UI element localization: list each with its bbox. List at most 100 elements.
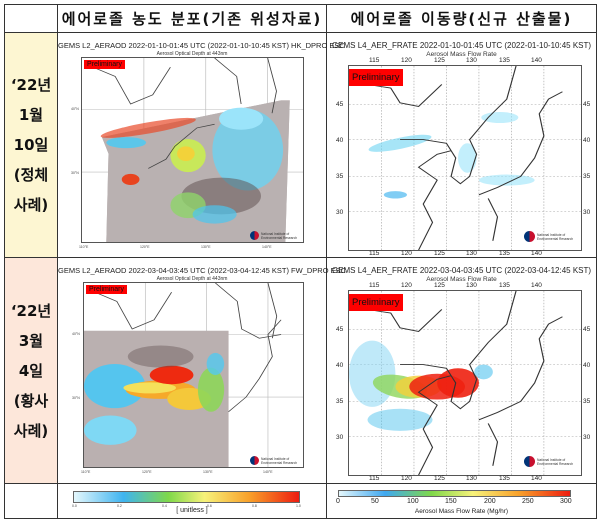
lon-tick: 115 (369, 282, 380, 290)
lat-tick: 30 (583, 209, 591, 217)
label-line: 4일 (18, 361, 44, 380)
lon-tick: 120 (401, 250, 412, 258)
colorbar-tick: 0.0 (72, 503, 77, 508)
lon-tick: 135 (499, 250, 510, 258)
colorbar-tick: 0 (336, 497, 340, 505)
lon-tick: 140°E (262, 245, 272, 250)
flow-map-mar04: Preliminary National Institute of Enviro… (348, 290, 582, 477)
lat-tick: 35 (583, 398, 591, 406)
lat-tick: 40 (583, 362, 591, 370)
lon-tick: 120 (401, 57, 412, 65)
logo-text: National Institute of Environmental Rese… (537, 457, 574, 466)
label-line: (정체 (13, 166, 49, 185)
nier-logo: National Institute of Environmental Rese… (524, 456, 577, 468)
aod-map-mar04: Preliminary National Institute of Enviro… (83, 282, 304, 469)
nier-logo: National Institute of Environmental Rese… (250, 456, 301, 466)
preliminary-badge: Preliminary (86, 285, 128, 295)
colorbar-label: Aerosol Mass Flow Rate (Mg/hr) (414, 507, 509, 515)
lon-tick: 135 (499, 282, 510, 290)
lat-tick: 30 (336, 209, 344, 217)
lat-tick: 35 (336, 173, 344, 181)
lon-tick: 130 (466, 282, 477, 290)
case-label-mar04: ‘22년 3월 4일 (황사 사례) (4, 257, 58, 484)
lon-tick: 110°E (81, 470, 91, 475)
map-title: GEMS L2_AERAOD 2022-03-04-03:45 UTC (202… (58, 266, 347, 276)
lat-tick: 30°N (71, 171, 79, 176)
lon-tick: 120 (401, 475, 412, 483)
lat-tick: 45 (583, 101, 591, 109)
preliminary-badge: Preliminary (349, 69, 403, 87)
lat-tick: 40°N (72, 332, 80, 337)
colorbar-tick: 200 (484, 497, 496, 505)
logo-text: National Institute of Environmental Rese… (261, 231, 298, 240)
lat-tick: 45 (336, 326, 344, 334)
comparison-table: 에어로졸 농도 분포(기존 위성자료) 에어로졸 이동량(신규 산출물) ‘22… (4, 3, 597, 520)
lon-tick: 140 (531, 57, 542, 65)
lat-tick: 45 (336, 101, 344, 109)
header-aerosol-concentration: 에어로졸 농도 분포(기존 위성자료) (57, 3, 327, 34)
map-title: GEMS L2_AERAOD 2022-01-10-01:45 UTC (202… (58, 41, 345, 51)
nier-emblem-icon (524, 456, 535, 468)
lat-tick: 40 (583, 137, 591, 145)
flow-map-cell-jan10: GEMS L4_AER_FRATE 2022-01-10-01:45 UTC (… (326, 32, 597, 259)
lat-tick: 30 (583, 434, 591, 442)
aod-map-graphic (82, 58, 303, 243)
lon-tick: 130°E (203, 470, 213, 475)
lon-tick: 110°E (79, 245, 89, 250)
map-subtitle: Aerosol Optical Depth at 443nm (156, 51, 228, 58)
lon-tick: 135 (499, 475, 510, 483)
lat-tick: 45 (583, 326, 591, 334)
lon-tick: 125 (434, 250, 445, 258)
label-line: 1월 (18, 106, 44, 125)
lon-tick: 115 (369, 250, 380, 258)
colorbar-empty (4, 482, 58, 520)
map-title: GEMS L4_AER_FRATE 2022-01-10-01:45 UTC (… (331, 41, 592, 51)
header-empty (4, 3, 58, 34)
nier-emblem-icon (524, 231, 535, 243)
map-subtitle: Aerosol Mass Flow Rate (426, 51, 497, 59)
colorbar-label: [ unitless ] (176, 506, 208, 514)
map-title: GEMS L4_AER_FRATE 2022-03-04-03:45 UTC (… (331, 266, 592, 276)
logo-text: National Institute of Environmental Rese… (537, 232, 574, 241)
colorbar-tick: 0.2 (117, 503, 122, 508)
map-subtitle: Aerosol Mass Flow Rate (426, 276, 497, 284)
label-line: 10일 (13, 136, 49, 155)
colorbar-tick: 50 (371, 497, 379, 505)
colorbar-tick: 100 (407, 497, 419, 505)
lat-tick: 30 (336, 434, 344, 442)
aod-map-cell-jan10: GEMS L2_AERAOD 2022-01-10-01:45 UTC (202… (57, 32, 345, 259)
lon-tick: 130 (466, 57, 477, 65)
lat-tick: 40 (336, 137, 344, 145)
nier-emblem-icon (250, 456, 259, 466)
lon-tick: 140 (531, 475, 542, 483)
lon-tick: 115 (369, 475, 380, 483)
lon-tick: 115 (369, 57, 380, 65)
lon-tick: 125 (434, 475, 445, 483)
header-aerosol-flow: 에어로졸 이동량(신규 산출물) (326, 3, 597, 34)
lat-tick: 35 (336, 398, 344, 406)
colorbar-tick: 150 (445, 497, 457, 505)
preliminary-badge: Preliminary (349, 294, 403, 312)
lon-tick: 130 (466, 250, 477, 258)
lon-tick: 120°E (140, 245, 150, 250)
colorbar-tick: 250 (522, 497, 534, 505)
colorbar-tick: 300 (560, 497, 572, 505)
logo-text: National Institute of Environmental Rese… (261, 456, 298, 465)
label-line: 사례) (13, 196, 49, 215)
lat-tick: 40 (336, 362, 344, 370)
colorbar-tick: 0.6 (207, 503, 212, 508)
flow-map-cell-mar04: GEMS L4_AER_FRATE 2022-03-04-03:45 UTC (… (326, 257, 597, 484)
aod-map-jan10: Preliminary National Institute of Enviro… (81, 57, 304, 244)
flow-map-graphic (349, 66, 581, 251)
label-line: ‘22년 (10, 76, 52, 95)
label-line: 3월 (18, 331, 44, 350)
lon-tick: 125 (434, 57, 445, 65)
lon-tick: 140°E (263, 470, 273, 475)
map-subtitle: Aerosol Optical Depth at 443nm (156, 276, 228, 283)
lat-tick: 40°N (71, 107, 79, 112)
preliminary-badge: Preliminary (84, 60, 126, 70)
aod-colorbar-cell: 0.0 0.2 0.4 0.6 0.8 1.0 [ unitless ] (57, 482, 327, 520)
flow-map-jan10: Preliminary National Institute of Enviro… (348, 65, 582, 252)
lat-tick: 30°N (72, 396, 80, 401)
nier-logo: National Institute of Environmental Rese… (250, 231, 301, 241)
